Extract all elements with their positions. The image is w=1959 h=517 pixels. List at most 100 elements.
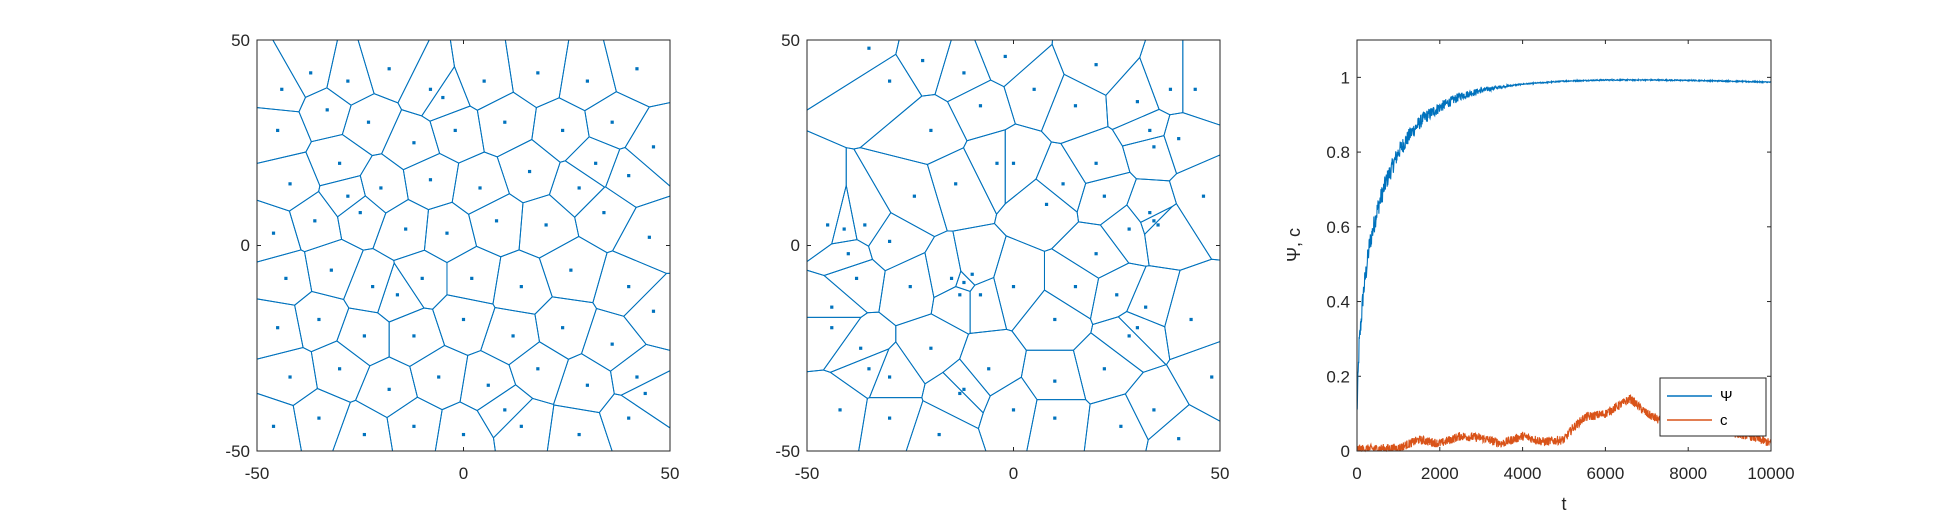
voronoi-seed-point <box>1011 161 1016 165</box>
voronoi-seed-point <box>412 334 416 338</box>
voronoi-seed-point <box>482 79 486 83</box>
voronoi-seed-point <box>635 375 639 379</box>
voronoi-seed-point <box>362 334 366 338</box>
voronoi-seed-point <box>503 120 507 124</box>
voronoi-seed-point <box>888 375 892 379</box>
voronoi-cell <box>564 136 621 188</box>
voronoi-seed-point <box>404 227 408 231</box>
voronoi-seed-point <box>1168 87 1173 91</box>
x-tick-label: 6000 <box>1586 464 1624 483</box>
voronoi-seed-point <box>995 161 999 165</box>
voronoi-seed-point <box>970 272 974 276</box>
voronoi-seed-point <box>470 276 474 280</box>
voronoi-seed-point <box>1073 104 1078 108</box>
voronoi-seed-point <box>867 367 871 371</box>
voronoi-cell <box>318 174 366 218</box>
voronoi-seed-point <box>461 432 466 437</box>
x-ticks-1: -50 0 50 <box>245 464 680 483</box>
voronoi-seed-point <box>412 141 416 145</box>
legend-box <box>1659 377 1767 437</box>
voronoi-seed-point <box>536 367 540 371</box>
voronoi-seed-point <box>478 186 482 190</box>
voronoi-seed-point <box>387 387 391 391</box>
x-tick-label: 4000 <box>1504 464 1542 483</box>
y-tick-label: 0 <box>791 236 800 255</box>
voronoi-seed-point <box>1127 227 1131 231</box>
voronoi-seed-point <box>1201 194 1206 198</box>
voronoi-seed-point <box>1053 416 1057 420</box>
voronoi-seed-point <box>929 128 933 133</box>
voronoi-seed-point <box>627 174 631 178</box>
voronoi-seed-point <box>627 416 631 420</box>
y-tick-label: 1 <box>1341 68 1350 87</box>
voronoi-seed-point <box>888 239 892 243</box>
x-tick-label: 0 <box>1009 464 1018 483</box>
voronoi-seed-point <box>1177 137 1181 141</box>
x-tick-label: -50 <box>245 464 270 483</box>
voronoi-seed-point <box>395 293 400 297</box>
voronoi-seed-point <box>536 71 540 75</box>
x-tick-label: 50 <box>1211 464 1230 483</box>
voronoi-seed-point <box>338 161 342 165</box>
voronoi-seed-point <box>561 326 565 330</box>
voronoi-seed-point <box>1011 408 1016 412</box>
voronoi-seed-point <box>1102 367 1106 371</box>
voronoi-seed-point <box>577 186 581 190</box>
voronoi-seed-point <box>594 161 598 165</box>
voronoi-seed-point <box>1053 379 1057 383</box>
y-tick-label: 0.2 <box>1326 367 1350 386</box>
voronoi-seed-point <box>1053 317 1057 322</box>
voronoi-seed-point <box>453 128 457 133</box>
voronoi-seed-point <box>1148 128 1152 133</box>
axes-box-3 <box>1356 39 1772 452</box>
voronoi-seed-point <box>978 104 983 108</box>
voronoi-seed-point <box>503 408 507 412</box>
voronoi-seed-point <box>635 67 639 71</box>
voronoi-seed-point <box>1032 87 1036 91</box>
voronoi-seed-point <box>937 432 941 437</box>
voronoi-seed-point <box>830 326 834 330</box>
voronoi-seed-point <box>428 178 433 182</box>
voronoi-seed-point <box>338 367 342 371</box>
voronoi-seed-point <box>577 432 581 437</box>
voronoi-seed-point <box>1210 375 1214 379</box>
voronoi-seed-point <box>962 387 966 391</box>
y-tick-label: 0.6 <box>1326 218 1350 237</box>
voronoi-seed-point <box>1094 252 1098 256</box>
axes-box-2 <box>806 39 1221 452</box>
voronoi-seed-point <box>288 375 292 379</box>
voronoi-seed-point <box>569 268 573 272</box>
voronoi-cell <box>962 129 1006 216</box>
x-ticks-3: 0 2000 4000 6000 8000 10000 <box>1352 464 1794 483</box>
voronoi-seed-point <box>1011 285 1016 289</box>
x-tick-label: -50 <box>795 464 820 483</box>
voronoi-seed-point <box>846 252 850 256</box>
voronoi-seed-point <box>610 120 614 124</box>
voronoi-seed-point <box>842 227 846 231</box>
voronoi-seed-point <box>1119 424 1123 428</box>
voronoi-seed-point <box>867 46 871 50</box>
x-tick-label: 10000 <box>1747 464 1794 483</box>
voronoi-seeds-1 <box>271 67 656 437</box>
voronoi-seed-point <box>602 211 606 215</box>
voronoi-seeds-2 <box>826 46 1214 441</box>
voronoi-seed-point <box>527 169 532 174</box>
y-tick-label: 0 <box>241 236 250 255</box>
voronoi-seed-point <box>1193 87 1197 91</box>
voronoi-seed-point <box>627 285 631 289</box>
voronoi-seed-point <box>1152 145 1156 149</box>
y-tick-label: 0.8 <box>1326 143 1350 162</box>
x-axis-label: t <box>1561 494 1566 514</box>
voronoi-seed-point <box>346 194 350 198</box>
voronoi-seed-point <box>366 120 371 124</box>
voronoi-seed-point <box>1127 334 1131 338</box>
y-ticks-2: -50 0 50 <box>775 31 800 461</box>
y-ticks-3: 0 0.2 0.4 0.6 0.8 1 <box>1326 68 1350 461</box>
voronoi-seed-point <box>1094 63 1098 67</box>
voronoi-seed-point <box>1189 317 1193 322</box>
voronoi-cell <box>476 384 534 439</box>
voronoi-seed-point <box>271 424 276 428</box>
voronoi-seed-point <box>888 416 892 420</box>
y-ticks-1: -50 0 50 <box>225 31 250 461</box>
